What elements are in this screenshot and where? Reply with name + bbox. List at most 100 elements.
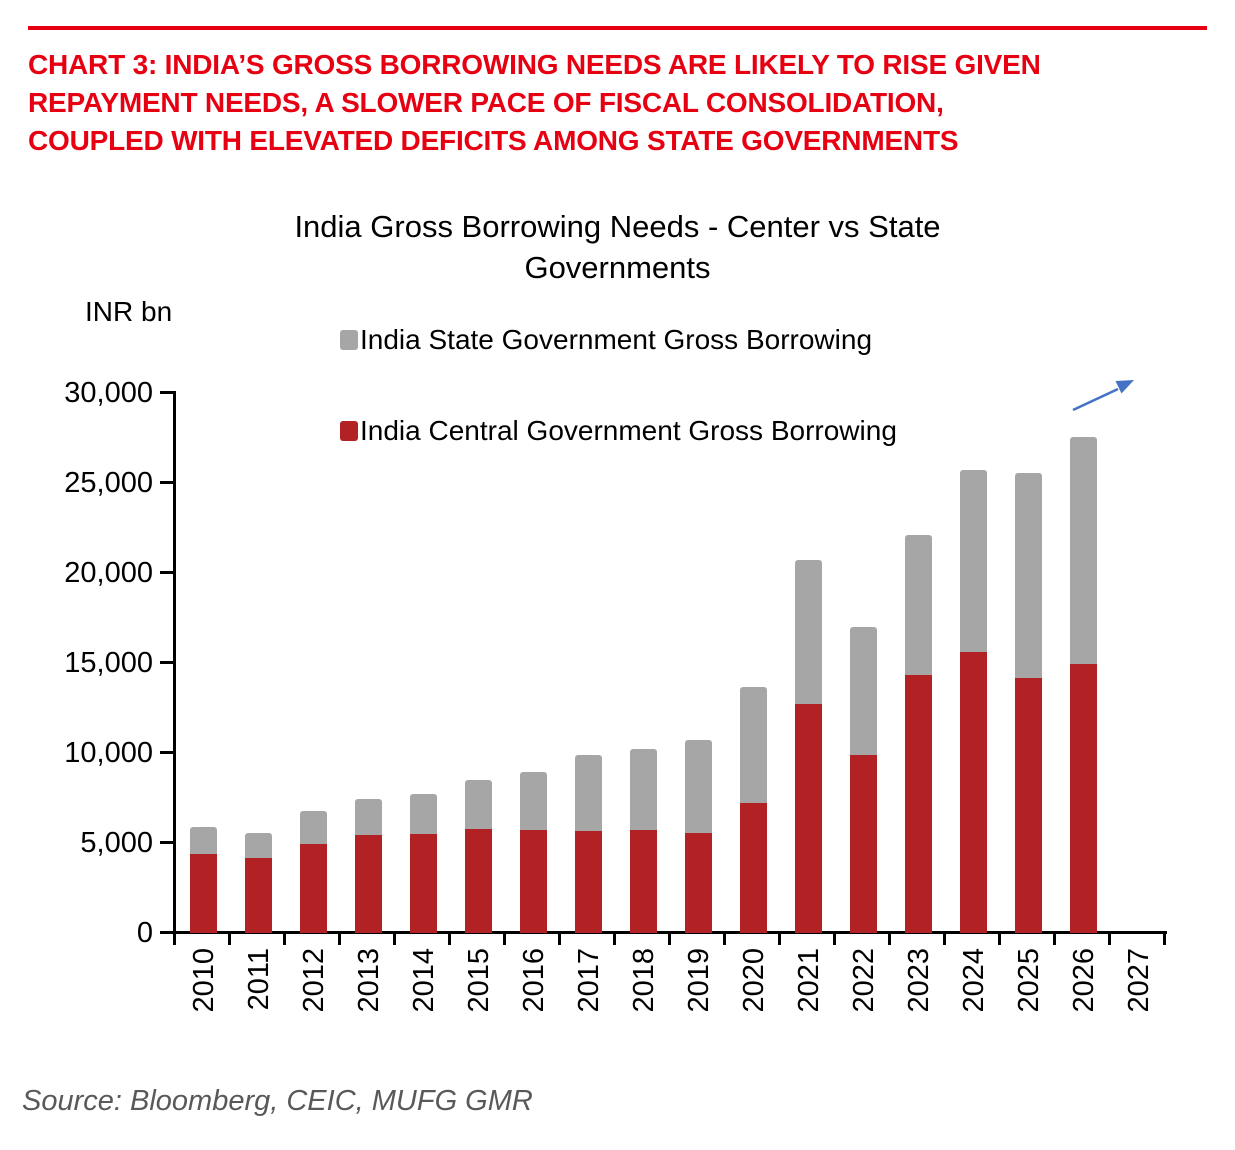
y-tick-label: 0 [136, 917, 153, 949]
legend-swatch-state-icon [340, 330, 358, 350]
bar-group [1015, 473, 1042, 933]
bar-segment-central [245, 858, 272, 933]
chart-headline: CHART 3: INDIA’S GROSS BORROWING NEEDS A… [28, 46, 1218, 160]
bar-segment-state [740, 687, 767, 803]
x-category-label: 2011 [242, 948, 275, 1011]
bar-group [960, 469, 987, 933]
bar-segment-central [1015, 678, 1042, 933]
legend-swatch-central-icon [340, 421, 358, 441]
x-tick [998, 932, 1001, 945]
source-note: Source: Bloomberg, CEIC, MUFG GMR [22, 1085, 533, 1117]
x-category-label: 2023 [902, 948, 935, 1013]
x-category-label: 2021 [792, 948, 825, 1013]
x-category-label: 2013 [352, 948, 385, 1013]
x-category-label: 2022 [847, 948, 880, 1013]
bar-group [795, 559, 822, 933]
x-category-label: 2019 [682, 948, 715, 1013]
x-tick [448, 932, 451, 945]
x-category-label: 2024 [957, 948, 990, 1013]
x-tick [503, 932, 506, 945]
x-tick [833, 932, 836, 945]
bar-segment-central [1070, 663, 1097, 933]
x-tick [1053, 932, 1056, 945]
x-tick [173, 932, 176, 945]
y-tick [160, 751, 175, 754]
x-category-label: 2014 [407, 948, 440, 1013]
bar-segment-central [190, 853, 217, 933]
x-category-label: 2018 [627, 948, 660, 1013]
y-tick-label: 30,000 [64, 377, 153, 409]
bar-segment-state [520, 771, 547, 831]
x-category-label: 2025 [1012, 948, 1045, 1013]
bar-segment-state [300, 810, 327, 844]
x-category-label: 2026 [1067, 948, 1100, 1013]
bar-group [630, 748, 657, 933]
x-tick [283, 932, 286, 945]
chart-title-line-1: India Gross Borrowing Needs - Center vs … [294, 209, 941, 244]
bar-segment-state [355, 798, 382, 835]
y-tick [160, 571, 175, 574]
bar-segment-central [300, 843, 327, 933]
bar-segment-central [520, 830, 547, 933]
bar-segment-state [190, 826, 217, 854]
bar-segment-state [465, 780, 492, 829]
plot-area [176, 393, 1166, 933]
bar-segment-central [850, 754, 877, 933]
x-category-label: 2010 [187, 948, 220, 1013]
chart-title: India Gross Borrowing Needs - Center vs … [0, 206, 1235, 288]
bar-group [300, 810, 327, 933]
y-tick [160, 841, 175, 844]
chart-title-line-2: Governments [524, 250, 711, 285]
bar-segment-central [685, 833, 712, 933]
bar-group [685, 740, 712, 933]
bar-segment-state [905, 535, 932, 675]
bar-segment-central [465, 828, 492, 933]
headline-line-1: CHART 3: INDIA’S GROSS BORROWING NEEDS A… [28, 49, 1041, 80]
bar-segment-central [630, 829, 657, 933]
bar-group [575, 754, 602, 933]
bar-segment-central [795, 704, 822, 933]
y-tick-label: 15,000 [64, 647, 153, 679]
x-tick [778, 932, 781, 945]
legend-item-central: India Central Government Gross Borrowing [340, 415, 897, 447]
bar-segment-state [630, 748, 657, 830]
x-tick [393, 932, 396, 945]
bar-segment-state [1070, 437, 1097, 664]
x-category-label: 2027 [1122, 948, 1155, 1013]
bar-group [355, 798, 382, 933]
bar-segment-central [740, 802, 767, 933]
legend-label-state: India State Government Gross Borrowing [360, 324, 873, 355]
bar-segment-state [575, 754, 602, 832]
x-category-label: 2015 [462, 948, 495, 1013]
bar-group [1070, 437, 1097, 933]
x-category-label: 2016 [517, 948, 550, 1013]
y-tick-label: 5,000 [80, 827, 153, 859]
y-tick [160, 481, 175, 484]
headline-line-2: REPAYMENT NEEDS, A SLOWER PACE OF FISCAL… [28, 87, 944, 118]
y-tick [160, 931, 175, 934]
bar-group [465, 780, 492, 933]
bar-segment-state [795, 559, 822, 705]
y-tick-label: 20,000 [64, 557, 153, 589]
legend-item-state: India State Government Gross Borrowing [340, 324, 872, 356]
y-tick-label: 25,000 [64, 467, 153, 499]
bar-segment-state [685, 740, 712, 834]
x-tick [1108, 932, 1111, 945]
bar-segment-central [905, 674, 932, 933]
trend-arrow-icon [1072, 380, 1134, 412]
bar-segment-central [410, 834, 437, 933]
bar-segment-central [355, 834, 382, 933]
bar-group [905, 535, 932, 933]
x-category-label: 2017 [572, 948, 605, 1013]
bar-group [520, 771, 547, 933]
y-tick [160, 661, 175, 664]
x-tick [338, 932, 341, 945]
x-tick [558, 932, 561, 945]
y-axis-unit-label: INR bn [85, 296, 173, 327]
x-tick [1163, 932, 1166, 945]
top-rule [28, 26, 1207, 30]
y-tick [160, 391, 175, 394]
headline-line-3: COUPLED WITH ELEVATED DEFICITS AMONG STA… [28, 125, 959, 156]
bar-segment-central [960, 652, 987, 933]
